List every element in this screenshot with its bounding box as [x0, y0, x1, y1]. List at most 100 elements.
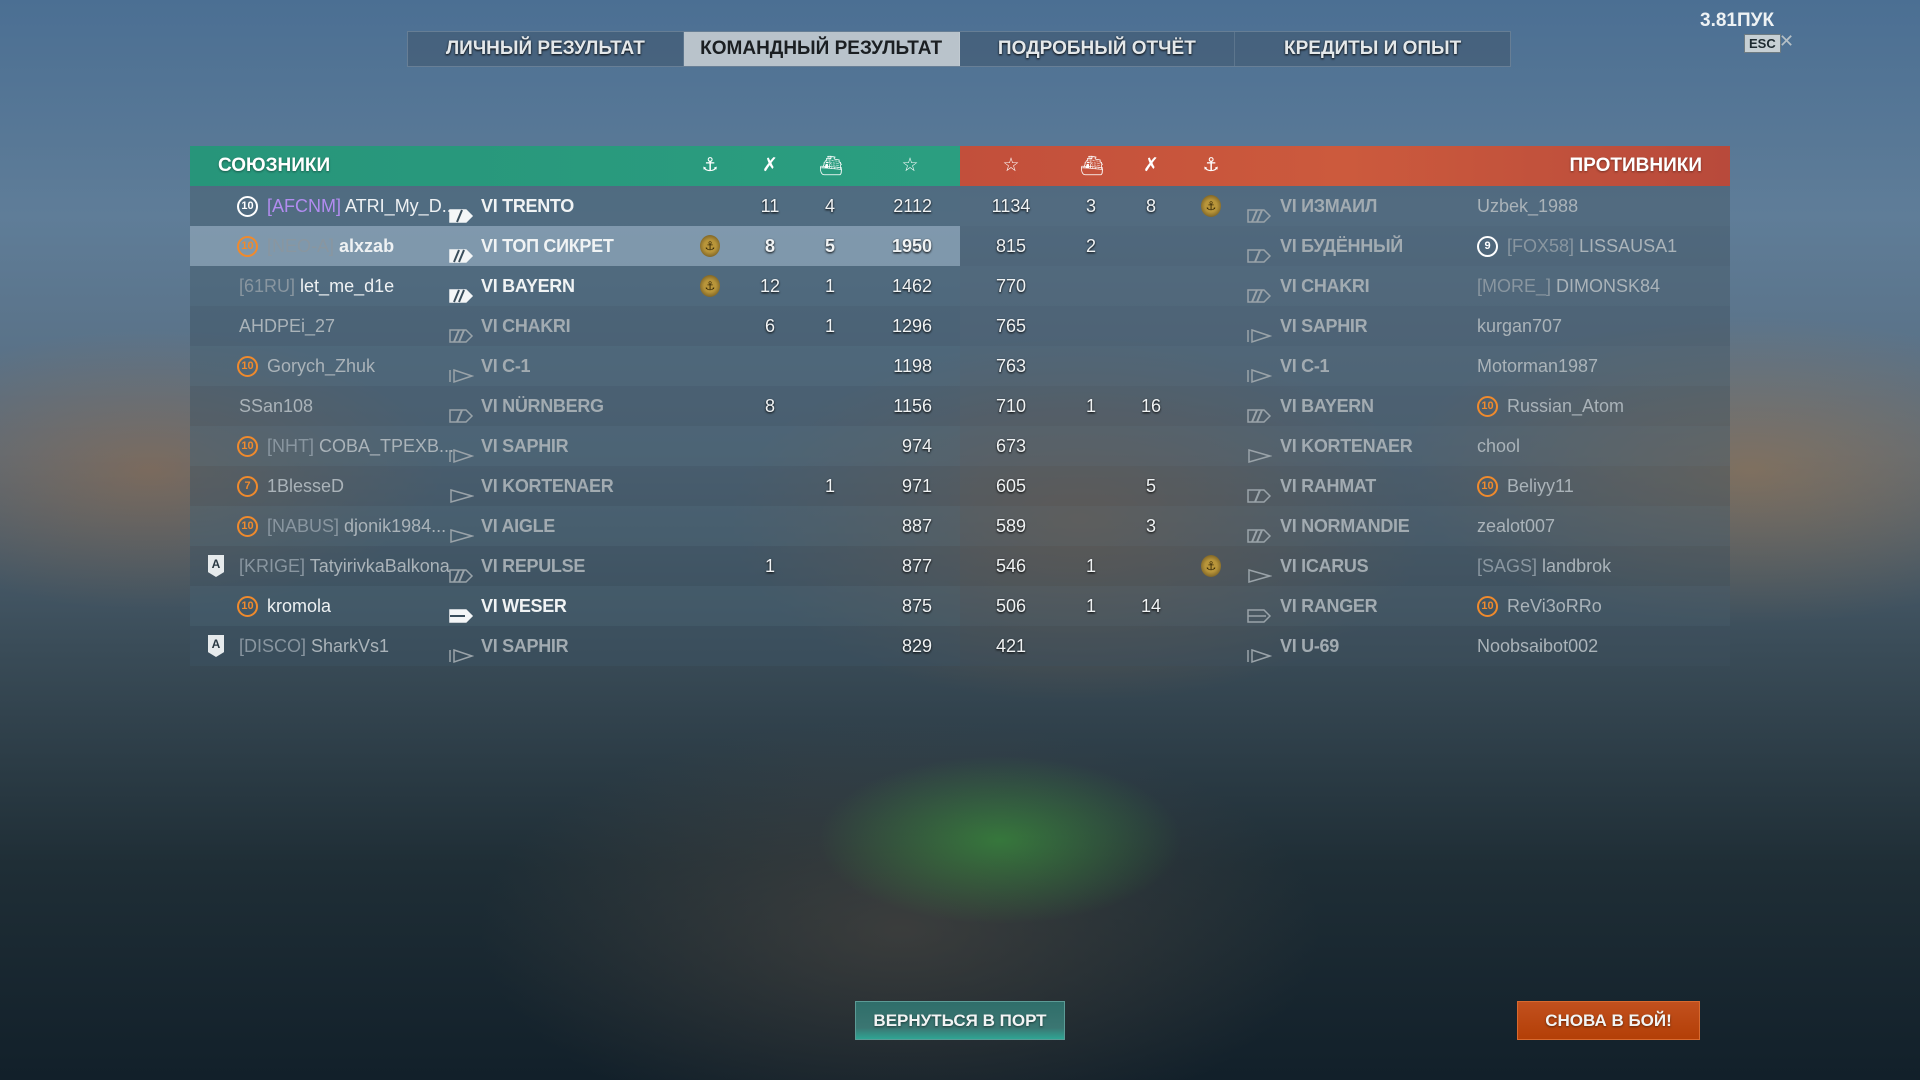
enemy-row[interactable]: 710 1 16 VI BAYERN 10 Russian_Atom: [960, 386, 1730, 426]
player-nickname: ATRI_My_D...: [345, 196, 457, 216]
ship-tier: VI: [1280, 636, 1297, 656]
xp-value: 506: [995, 596, 1027, 616]
xp-value: 605: [995, 476, 1027, 496]
player-name: [NEO-A] alxzab: [267, 226, 394, 266]
return-to-port-button[interactable]: ВЕРНУТЬСЯ В ПОРТ: [855, 1001, 1065, 1040]
kills-value: 12: [759, 276, 781, 296]
player-name: Motorman1987: [1477, 346, 1598, 386]
player-nickname: let_me_d1e: [300, 276, 395, 296]
ship-title: CHAKRI: [502, 316, 571, 336]
ally-row[interactable]: A [DISCO] SharkVs1 VI SAPHIR 829: [190, 626, 960, 666]
ship-name: VI NÜRNBERG: [481, 386, 604, 426]
tab-credits-xp[interactable]: КРЕДИТЫ И ОПЫТ: [1284, 38, 1462, 59]
ally-row[interactable]: 10 [NEO-A] alxzab VI ТОП СИКРЕТ ⚓ 8 5 1950: [190, 226, 960, 266]
player-nickname: Motorman1987: [1477, 356, 1599, 376]
player-nickname: kurgan707: [1477, 316, 1563, 336]
enemy-row[interactable]: 673 VI KORTENAER chool: [960, 426, 1730, 466]
enemy-row[interactable]: 763 VI C-1 Motorman1987: [960, 346, 1730, 386]
tab-team-result[interactable]: КОМАНДНЫЙ РЕЗУЛЬТАТ: [683, 32, 960, 66]
ship-name: VI БУДЁННЫЙ: [1280, 226, 1403, 266]
ships-value: [1066, 346, 1116, 386]
esc-button[interactable]: ESC: [1744, 34, 1781, 53]
enemy-row[interactable]: 770 VI CHAKRI [MORE_] DIMONSK84: [960, 266, 1730, 306]
ally-row[interactable]: [61RU] let_me_d1e VI BAYERN ⚓ 12 1 1462: [190, 266, 960, 306]
ships-value: 4: [824, 196, 835, 216]
player-name: Noobsaibot002: [1477, 626, 1598, 666]
level-badge-icon: 10: [237, 196, 258, 217]
enemy-row[interactable]: 815 2 VI БУДЁННЫЙ 9 [FOX58] LISSAUSA1: [960, 226, 1730, 266]
ship-title: C-1: [502, 356, 531, 376]
ships-value: 2: [1085, 236, 1096, 256]
ship-name: VI KORTENAER: [1280, 426, 1413, 466]
xp-value: 1134: [991, 196, 1031, 216]
ship-tier: VI: [481, 236, 498, 256]
player-nickname: AHDPEi_27: [239, 316, 336, 336]
ships-value: 1: [824, 276, 835, 296]
ship-tier: VI: [481, 556, 498, 576]
kills-value: 8: [764, 236, 775, 256]
ally-row[interactable]: A [KRIGE] TatyirivkaBalkona VI REPULSE 1 877: [190, 546, 960, 586]
player-nickname: landbrok: [1542, 556, 1612, 576]
enemy-row[interactable]: 589 3 VI NORMANDIE zealot007: [960, 506, 1730, 546]
ship-title: ICARUS: [1301, 556, 1369, 576]
ally-row[interactable]: 10 [AFCNM] ATRI_My_D... VI TRENTO 11 4 2112: [190, 186, 960, 226]
tab-personal-result[interactable]: ЛИЧНЫЙ РЕЗУЛЬТАТ: [408, 32, 684, 66]
ship-class-carrier-icon: [1246, 598, 1272, 623]
kills-value: 14: [1140, 596, 1162, 616]
enemy-row[interactable]: 605 5 VI RAHMAT 10 Beliyy11: [960, 466, 1730, 506]
xp-value: 1296: [891, 316, 932, 336]
ship-tier: VI: [481, 436, 498, 456]
ship-class-battleship-icon: [448, 238, 474, 263]
player-nickname: alxzab: [339, 236, 395, 256]
kills-value: 16: [1140, 396, 1162, 416]
enemy-row[interactable]: 765 VI SAPHIR kurgan707: [960, 306, 1730, 346]
ally-row[interactable]: 10 [NABUS] djonik1984... VI AIGLE 887: [190, 506, 960, 546]
enemy-row[interactable]: 1134 3 8 ⚓ VI ИЗМАИЛ Uzbek_1988: [960, 186, 1730, 226]
ally-row[interactable]: AHDPEi_27 VI CHAKRI 6 1 1296: [190, 306, 960, 346]
player-name: Uzbek_1988: [1477, 186, 1578, 226]
player-name: Gorych_Zhuk: [267, 346, 375, 386]
ship-name: VI NORMANDIE: [1280, 506, 1410, 546]
ship-tier: VI: [1280, 356, 1297, 376]
ship-tier: VI: [1280, 436, 1297, 456]
ally-row[interactable]: SSan108 VI NÜRNBERG 8 1156: [190, 386, 960, 426]
ally-row[interactable]: 10 [NHT] COBA_TPEXB... VI SAPHIR 974: [190, 426, 960, 466]
ally-row[interactable]: 10 kromola VI WESER 875: [190, 586, 960, 626]
ship-tier: VI: [481, 316, 498, 336]
crest-icon: ⚓: [1201, 195, 1221, 217]
tab-detailed-report[interactable]: ПОДРОБНЫЙ ОТЧЁТ: [960, 32, 1236, 66]
kills-value: 8: [764, 396, 775, 416]
player-nickname: kromola: [267, 596, 332, 616]
enemy-row[interactable]: 421 VI U-69 Noobsaibot002: [960, 626, 1730, 666]
close-icon[interactable]: ✕: [1779, 31, 1795, 51]
xp-value: 1198: [893, 356, 932, 376]
clan-tag: [61RU]: [239, 276, 296, 296]
player-name: zealot007: [1477, 506, 1555, 546]
ally-row[interactable]: 7 1BlesseD VI KORTENAER 1 971: [190, 466, 960, 506]
sunk-ship-icon: ⛴: [819, 156, 844, 177]
level-badge-icon: 10: [237, 596, 258, 617]
ships-value: 3: [1085, 196, 1096, 216]
xp-value: 421: [995, 636, 1027, 656]
kills-value: 11: [760, 196, 780, 216]
ally-row[interactable]: 10 Gorych_Zhuk VI C-1 1198: [190, 346, 960, 386]
ship-class-submarine-icon: [448, 438, 475, 464]
enemy-row[interactable]: 506 1 14 VI RANGER 10 ReVi3oRRo: [960, 586, 1730, 626]
enemy-row[interactable]: 546 1 ⚓ VI ICARUS [SAGS] landbrok: [960, 546, 1730, 586]
clan-tag: [NEO-A]: [267, 236, 335, 256]
battle-again-button[interactable]: СНОВА В БОЙ!: [1517, 1001, 1700, 1040]
player-nickname: DIMONSK84: [1556, 276, 1661, 296]
xp-value: 974: [901, 436, 932, 456]
ships-value: [1066, 626, 1116, 666]
kills-value: [1126, 546, 1176, 586]
ship-tier: VI: [481, 356, 498, 376]
ship-class-submarine-icon: [1246, 358, 1273, 384]
ships-value: [1066, 466, 1116, 506]
ship-tier: VI: [1280, 396, 1297, 416]
ship-tier: VI: [1280, 316, 1297, 336]
sunk-ship-icon: ⛴: [1080, 156, 1105, 177]
player-name: AHDPEi_27: [239, 306, 335, 346]
ships-value: 5: [824, 236, 835, 256]
kills-value: [745, 626, 795, 666]
player-name: kromola: [267, 586, 331, 626]
